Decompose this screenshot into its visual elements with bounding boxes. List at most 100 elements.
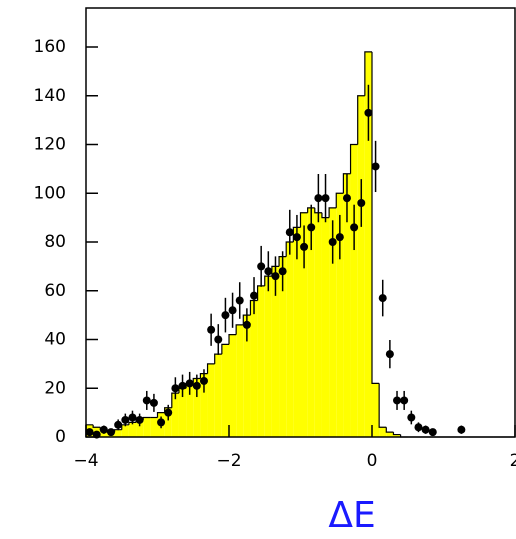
- data-point: [357, 199, 366, 207]
- bar-outline: [264, 275, 272, 286]
- y-tick-label: 60: [44, 281, 66, 301]
- bar: [229, 334, 237, 437]
- data-point: [364, 108, 373, 117]
- data-point: [407, 413, 416, 422]
- bar: [243, 315, 251, 437]
- data-point: [121, 415, 130, 424]
- bar: [293, 227, 301, 437]
- data-point: [264, 267, 273, 276]
- data-point: [164, 408, 173, 417]
- bar: [257, 285, 265, 437]
- x-tick-label: 0: [367, 451, 378, 471]
- bar-outline: [392, 432, 401, 436]
- bar: [343, 173, 351, 437]
- data-point: [171, 384, 180, 393]
- data-point: [157, 418, 166, 427]
- bar-outline: [371, 51, 380, 384]
- data-point: [149, 398, 158, 407]
- bar: [200, 373, 208, 437]
- bar-outline: [92, 424, 101, 428]
- y-tick-label: 120: [34, 135, 66, 155]
- data-point: [400, 396, 409, 405]
- bar: [121, 424, 129, 437]
- bar-outline: [249, 299, 258, 316]
- data-point: [342, 194, 351, 203]
- bar-outline: [128, 421, 137, 425]
- x-tick-label: 2: [510, 451, 516, 471]
- y-tick-label: 80: [44, 232, 66, 252]
- bar-outline: [156, 412, 165, 418]
- bar: [214, 354, 222, 437]
- data-point: [99, 425, 108, 434]
- data-point: [199, 376, 208, 385]
- data-point: [300, 242, 309, 251]
- y-tick-label: 20: [44, 378, 66, 398]
- bar: [193, 378, 201, 437]
- bar: [178, 388, 187, 437]
- data-point: [335, 233, 344, 242]
- data-point: [114, 420, 123, 429]
- data-point: [207, 325, 216, 334]
- data-point: [414, 423, 423, 432]
- data-point: [292, 233, 301, 242]
- data-point: [135, 415, 144, 424]
- data-point: [378, 294, 387, 303]
- bar: [136, 419, 144, 437]
- bar: [364, 51, 372, 437]
- data-point: [235, 296, 244, 305]
- bar: [114, 429, 122, 437]
- bar: [314, 212, 322, 437]
- bar-outline: [199, 373, 208, 379]
- bar-outline: [214, 353, 222, 364]
- bar-outline: [242, 314, 251, 325]
- bar-outline: [385, 427, 394, 433]
- bar: [386, 432, 394, 437]
- data-point: [271, 272, 280, 281]
- x-axis-label: ΔE: [328, 495, 375, 536]
- bar-outline: [278, 256, 287, 267]
- y-tick-label: 100: [34, 183, 66, 203]
- x-tick-label: −2: [216, 451, 241, 471]
- bar-outline: [285, 241, 294, 257]
- bar-outline: [314, 207, 322, 214]
- bar-outline: [321, 212, 330, 219]
- bar-outline: [378, 383, 387, 428]
- data-point: [228, 306, 237, 315]
- bar-outline: [307, 207, 315, 213]
- bar-outline: [349, 143, 358, 174]
- bar-outline: [328, 207, 337, 218]
- bar: [250, 300, 258, 437]
- bar: [186, 383, 194, 437]
- bar: [307, 207, 315, 437]
- bar: [207, 363, 215, 437]
- bar-outline: [171, 392, 179, 408]
- data-point: [142, 396, 151, 405]
- bar-outline: [299, 212, 308, 228]
- bar: [271, 266, 280, 437]
- bar: [379, 427, 387, 437]
- bar: [143, 417, 151, 437]
- bar-outline: [357, 95, 365, 145]
- plot-frame: [85, 7, 516, 438]
- bar-outline: [221, 343, 229, 355]
- data-point: [285, 228, 294, 237]
- data-point: [385, 350, 394, 359]
- data-point: [393, 396, 402, 405]
- data-point: [250, 291, 259, 300]
- bar: [171, 393, 179, 437]
- data-point: [185, 379, 194, 388]
- bar: [321, 217, 330, 437]
- bar: [357, 95, 365, 437]
- x-tick-label: −4: [73, 451, 98, 471]
- data-point: [371, 162, 380, 171]
- bar: [336, 193, 344, 437]
- bar-outline: [235, 324, 244, 335]
- bar: [372, 383, 380, 437]
- data-point: [307, 223, 316, 232]
- data-point: [321, 194, 330, 203]
- bar: [150, 417, 158, 437]
- bar: [279, 256, 287, 437]
- data-point: [128, 413, 137, 422]
- bar: [393, 434, 401, 437]
- data-point: [214, 335, 223, 344]
